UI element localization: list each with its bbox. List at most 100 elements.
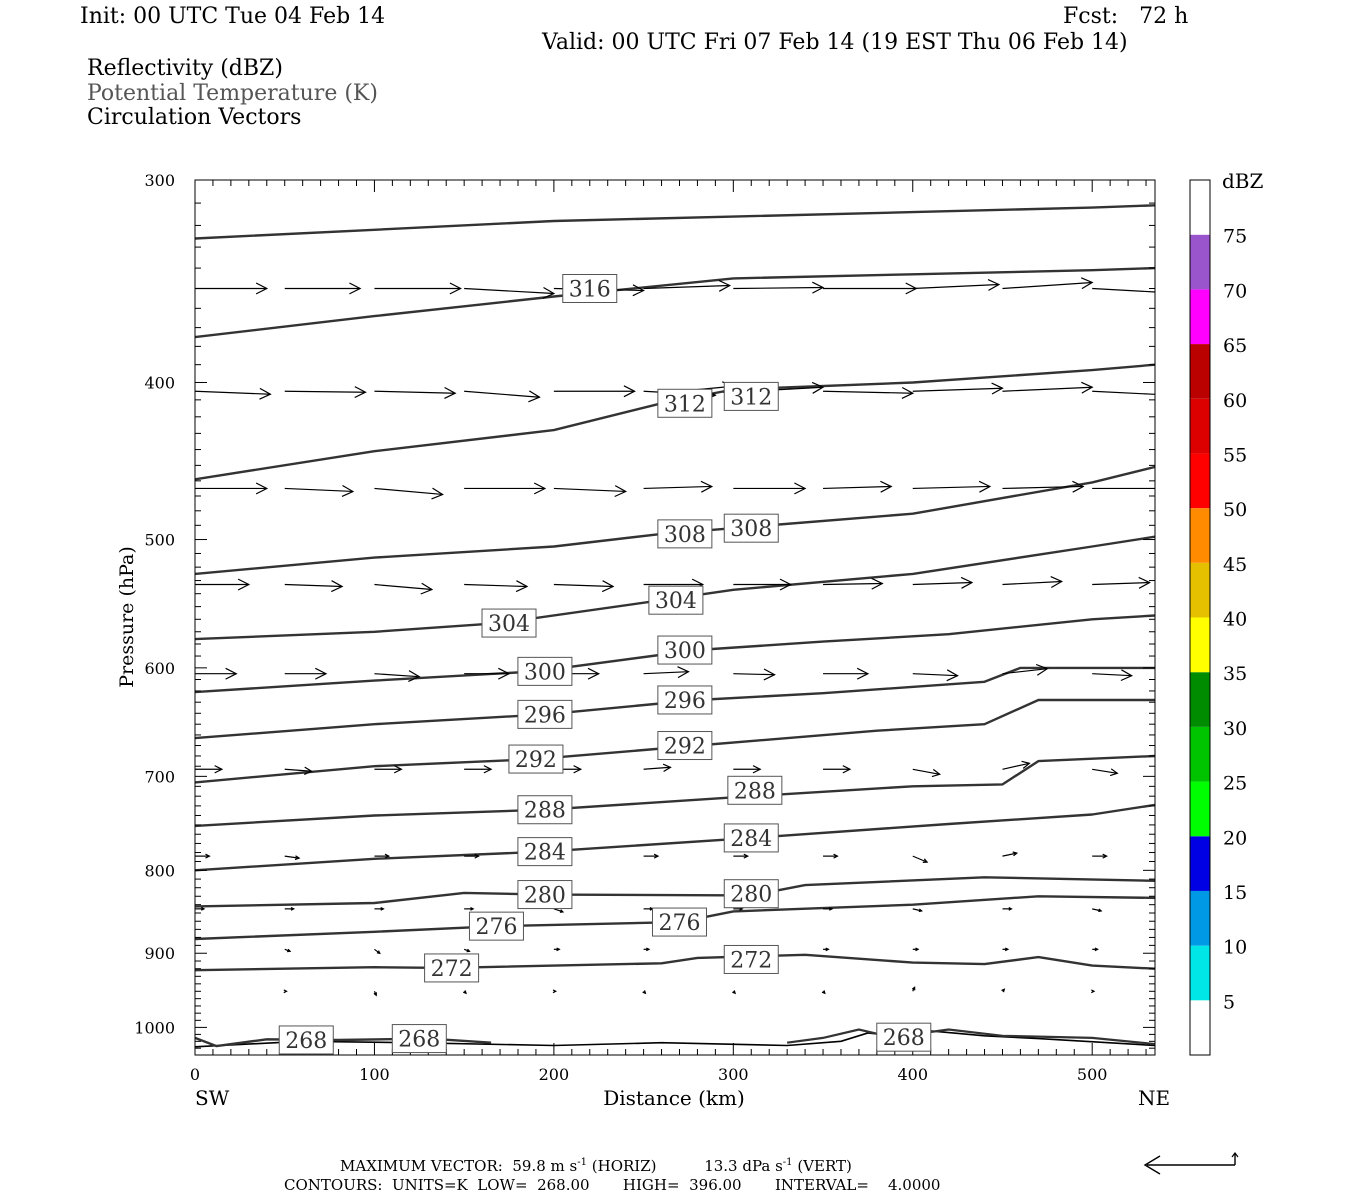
circulation-vector <box>732 990 736 995</box>
colorbar-swatch <box>1190 344 1210 399</box>
colorbar-swatch <box>1190 234 1210 290</box>
svg-text:284: 284 <box>730 827 772 852</box>
max-vector-line: MAXIMUM VECTOR: 59.8 m s-1 (HORIZ) 13.3 … <box>340 1157 852 1175</box>
vert-value: 13.3 dPa s <box>704 1157 783 1175</box>
circulation-vector <box>912 382 1004 395</box>
circulation-vector <box>464 390 541 403</box>
circulation-vector <box>643 853 660 859</box>
isentrope-284 <box>195 803 1155 872</box>
circulation-vector <box>912 947 920 952</box>
circulation-vector <box>552 989 558 994</box>
circulation-vector <box>553 485 628 498</box>
svg-text:312: 312 <box>664 392 706 417</box>
circulation-vector <box>464 580 529 593</box>
circulation-vector <box>284 580 344 593</box>
contour-label-276: 276 <box>651 907 707 937</box>
contour-label-296: 296 <box>517 699 573 729</box>
circulation-vector <box>195 667 238 680</box>
isentrope-272 <box>195 953 1155 972</box>
circulation-vector <box>1001 988 1006 993</box>
colorbar-swatch <box>1190 289 1210 345</box>
circulation-vector <box>374 282 462 295</box>
circulation-vector <box>733 853 750 859</box>
circulation-vector <box>464 286 556 299</box>
circulation-vector <box>643 763 672 773</box>
circulation-vector <box>374 582 434 595</box>
circulation-vector <box>823 480 893 493</box>
circulation-vector <box>283 989 288 994</box>
colorbar-label: 35 <box>1223 663 1247 685</box>
contour-label-284: 284 <box>517 837 573 867</box>
svg-text:280: 280 <box>524 884 566 909</box>
circulation-vector <box>1092 908 1103 913</box>
circulation-vector <box>643 480 714 493</box>
colorbar-swatch <box>1190 617 1210 673</box>
circulation-vector <box>195 578 251 591</box>
y-tick-label: 600 <box>144 659 175 678</box>
colorbar-label: 65 <box>1223 335 1247 357</box>
circulation-vector <box>1092 853 1108 859</box>
y-tick-label: 700 <box>144 767 175 786</box>
circulation-vector <box>374 487 444 500</box>
y-tick-label: 1000 <box>134 1018 175 1037</box>
colorbar-swatch <box>1190 398 1210 454</box>
contour-label-280: 280 <box>517 880 573 910</box>
circulation-vector <box>912 279 1001 291</box>
circulation-vector <box>553 580 615 593</box>
circulation-vector <box>1092 669 1134 682</box>
circulation-vector <box>553 947 561 952</box>
x-tick-label: 100 <box>359 1065 390 1084</box>
circulation-vector <box>733 281 825 294</box>
max-vector-text: MAXIMUM VECTOR: 59.8 m s <box>340 1157 578 1175</box>
circulation-vector <box>733 578 793 591</box>
colorbar-frame <box>1189 179 1211 1056</box>
colorbar-swatch <box>1190 890 1210 946</box>
circulation-vector <box>1092 947 1099 952</box>
isentrope-320 <box>195 204 1155 240</box>
circulation-vector <box>284 386 367 399</box>
circulation-vector <box>1002 663 1049 676</box>
circulation-vector <box>284 948 292 953</box>
svg-text:268: 268 <box>285 1029 327 1054</box>
circulation-vector <box>464 482 547 495</box>
isentrope-300 <box>195 614 1155 694</box>
init-time: Init: 00 UTC Tue 04 Feb 14 <box>80 4 386 29</box>
contour-label-288: 288 <box>727 775 783 805</box>
circulation-vector <box>643 906 654 911</box>
contour-label-284: 284 <box>723 823 779 853</box>
colorbar-swatch <box>1190 726 1210 782</box>
svg-text:272: 272 <box>431 957 473 982</box>
circulation-vector <box>464 765 493 774</box>
svg-text:276: 276 <box>658 911 700 936</box>
contour-label-280: 280 <box>723 879 779 909</box>
x-left-label: SW <box>195 1086 230 1110</box>
x-tick-label: 300 <box>718 1065 749 1084</box>
svg-text:276: 276 <box>475 915 517 940</box>
circulation-vector <box>284 282 362 295</box>
field-potential-temperature: Potential Temperature (K) <box>87 81 378 106</box>
contour-label-304: 304 <box>481 608 537 638</box>
contour-label-268: 268 <box>278 1025 334 1055</box>
circulation-vector <box>374 670 421 682</box>
colorbar-label: 20 <box>1223 827 1247 849</box>
colorbar-swatch <box>1190 562 1210 618</box>
svg-text:296: 296 <box>664 689 706 714</box>
circulation-vector <box>1092 287 1155 293</box>
colorbar-label: 75 <box>1223 226 1247 248</box>
circulation-vector <box>195 853 211 859</box>
svg-text:304: 304 <box>488 612 530 637</box>
circulation-vector <box>733 765 762 774</box>
isentrope-296 <box>195 666 1155 740</box>
circulation-vector <box>823 906 834 911</box>
circulation-vector <box>373 991 377 997</box>
circulation-vector <box>1092 390 1155 395</box>
forecast-hour: Fcst: 72 h <box>1063 4 1189 29</box>
colorbar-swatch <box>1190 836 1210 891</box>
svg-text:300: 300 <box>524 660 566 685</box>
plot-frame <box>194 179 1156 1056</box>
circulation-vector <box>912 480 992 493</box>
circulation-vector <box>911 986 916 992</box>
contour-label-296: 296 <box>657 685 713 715</box>
contour-label-268: 268 <box>391 1024 447 1054</box>
svg-text:308: 308 <box>664 523 706 548</box>
